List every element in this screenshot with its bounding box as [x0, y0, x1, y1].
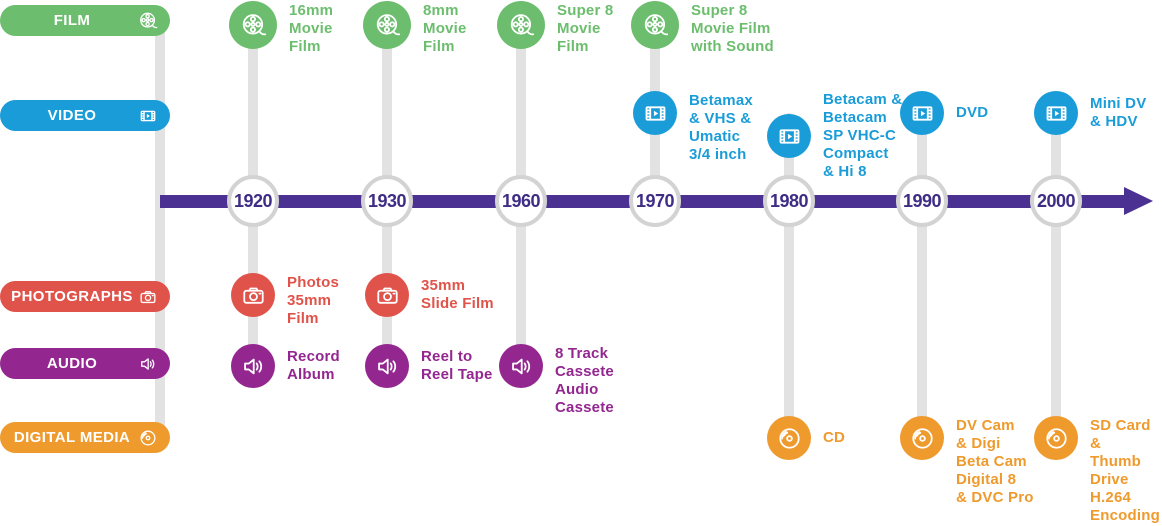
- event-label: Reel to Reel Tape: [421, 348, 493, 383]
- event-node-2000-video: Mini DV & HDV: [1034, 91, 1146, 135]
- event-node-1970-film: Super 8 Movie Film with Sound: [631, 1, 774, 56]
- video-film-strip-icon: [1034, 91, 1078, 135]
- event-node-1990-digital: DV Cam & Digi Beta Cam Digital 8 & DVC P…: [900, 416, 1034, 507]
- camera-icon: [365, 273, 409, 317]
- speaker-icon: [499, 344, 543, 388]
- category-pill-label: VIDEO: [47, 107, 97, 124]
- event-node-1980-video: Betacam & Betacam SP VHC-C Compact & Hi …: [767, 91, 902, 181]
- disc-icon: [138, 428, 158, 448]
- camera-icon: [231, 273, 275, 317]
- film-reel-icon: [631, 1, 679, 49]
- event-node-1930-photographs: 35mm Slide Film: [365, 273, 494, 317]
- video-film-strip-icon: [900, 91, 944, 135]
- category-pill-label: FILM: [53, 12, 91, 29]
- film-reel-icon: [363, 1, 411, 49]
- category-pill-digital-media: DIGITAL MEDIA: [0, 422, 170, 453]
- event-node-1920-film: 16mm Movie Film: [229, 1, 333, 56]
- year-label: 1960: [501, 190, 541, 211]
- disc-icon: [767, 416, 811, 460]
- year-marker-1920: 1920: [227, 175, 279, 227]
- event-label: CD: [823, 429, 846, 446]
- event-label: Betamax & VHS & Umatic 3/4 inch: [689, 92, 753, 163]
- category-pill-label: PHOTOGRAPHS: [11, 288, 133, 305]
- connector-line-1980: [784, 113, 794, 438]
- year-label: 1930: [367, 190, 407, 211]
- event-label: Super 8 Movie Film with Sound: [691, 2, 774, 55]
- video-film-strip-icon: [767, 114, 811, 158]
- event-node-1920-audio: Record Album: [231, 344, 340, 388]
- timeline-arrowhead-icon: [1124, 187, 1153, 215]
- category-pill-audio: AUDIO: [0, 348, 170, 379]
- year-label: 1990: [902, 190, 942, 211]
- event-label: DV Cam & Digi Beta Cam Digital 8 & DVC P…: [956, 417, 1034, 506]
- year-marker-1970: 1970: [629, 175, 681, 227]
- year-label: 1920: [233, 190, 273, 211]
- event-label: 35mm Slide Film: [421, 277, 494, 312]
- event-label: Photos 35mm Film: [287, 274, 340, 327]
- event-label: 8 Track Cassete Audio Cassete: [555, 345, 614, 416]
- event-label: SD Card & Thumb Drive H.264 Encoding Blu…: [1090, 417, 1160, 526]
- event-label: Mini DV & HDV: [1090, 95, 1147, 130]
- speaker-icon: [365, 344, 409, 388]
- event-node-1930-film: 8mm Movie Film: [363, 1, 467, 56]
- video-film-strip-icon: [138, 106, 158, 126]
- video-film-strip-icon: [633, 91, 677, 135]
- event-node-1920-photographs: Photos 35mm Film: [231, 273, 339, 328]
- event-label: 16mm Movie Film: [289, 2, 334, 55]
- film-reel-icon: [497, 1, 545, 49]
- camera-icon: [138, 287, 158, 307]
- year-marker-1960: 1960: [495, 175, 547, 227]
- event-node-1970-video: Betamax & VHS & Umatic 3/4 inch: [633, 91, 753, 164]
- category-pill-label: DIGITAL MEDIA: [13, 429, 131, 446]
- event-label: DVD: [956, 104, 989, 121]
- connector-line-1990: [917, 113, 927, 438]
- event-label: Record Album: [287, 348, 340, 383]
- event-node-1980-digital: CD: [767, 416, 845, 460]
- category-pill-film: FILM: [0, 5, 170, 36]
- year-marker-2000: 2000: [1030, 175, 1082, 227]
- year-label: 1980: [769, 190, 809, 211]
- category-axis-line: [155, 20, 165, 437]
- disc-icon: [900, 416, 944, 460]
- year-marker-1930: 1930: [361, 175, 413, 227]
- speaker-icon: [138, 354, 158, 374]
- disc-icon: [1034, 416, 1078, 460]
- film-reel-icon: [229, 1, 277, 49]
- event-label: Betacam & Betacam SP VHC-C Compact & Hi …: [823, 91, 903, 180]
- event-label: 8mm Movie Film: [423, 2, 467, 55]
- speaker-icon: [231, 344, 275, 388]
- category-pill-label: AUDIO: [46, 355, 98, 372]
- year-label: 1970: [635, 190, 675, 211]
- event-node-2000-digital: SD Card & Thumb Drive H.264 Encoding Blu…: [1034, 416, 1162, 526]
- event-node-1960-film: Super 8 Movie Film: [497, 1, 613, 56]
- year-label: 2000: [1036, 190, 1076, 211]
- film-reel-icon: [138, 11, 158, 31]
- category-pill-video: VIDEO: [0, 100, 170, 131]
- event-node-1990-video: DVD: [900, 91, 988, 135]
- year-marker-1980: 1980: [763, 175, 815, 227]
- year-marker-1990: 1990: [896, 175, 948, 227]
- connector-line-2000: [1051, 113, 1061, 438]
- event-label: Super 8 Movie Film: [557, 2, 614, 55]
- event-node-1930-audio: Reel to Reel Tape: [365, 344, 493, 388]
- category-pill-photographs: PHOTOGRAPHS: [0, 281, 170, 312]
- event-node-1960-audio: 8 Track Cassete Audio Cassete: [499, 344, 614, 417]
